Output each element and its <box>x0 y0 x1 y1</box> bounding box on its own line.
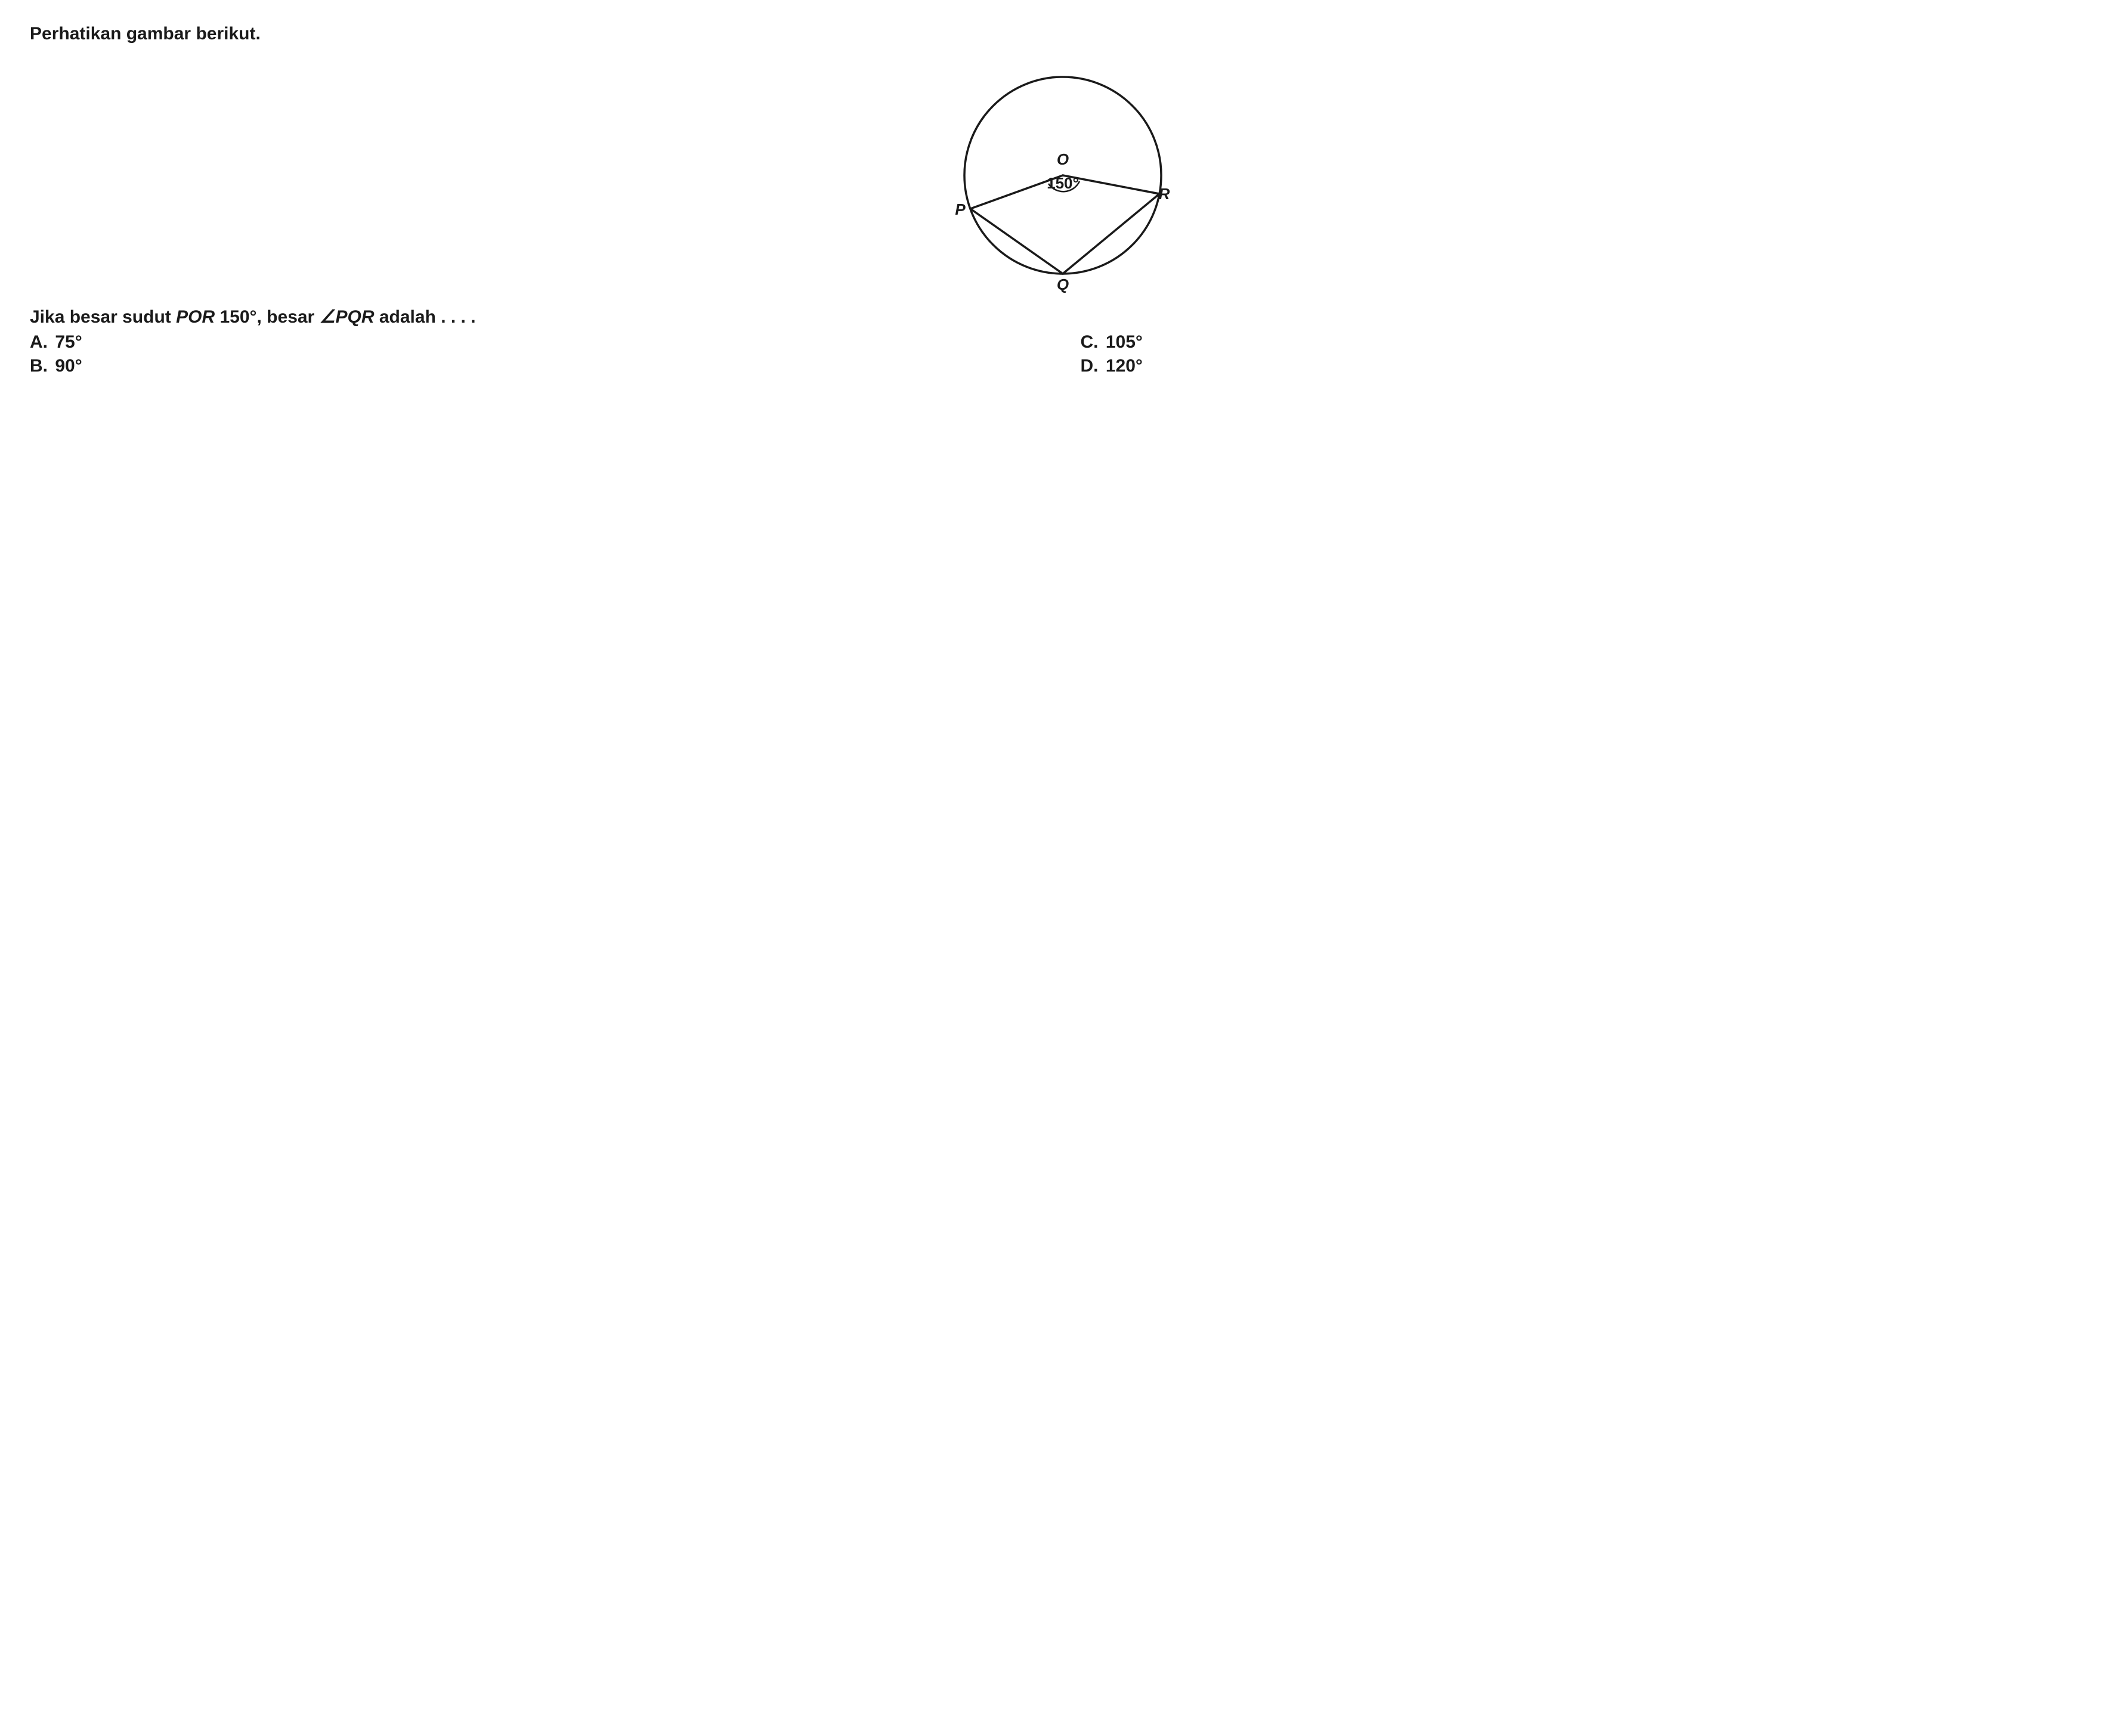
svg-text:O: O <box>1056 150 1068 168</box>
question-intro: Perhatikan gambar berikut. <box>30 24 2095 44</box>
option-a-label: A. <box>30 332 50 352</box>
option-c-value: 105° <box>1106 332 1143 352</box>
svg-text:R: R <box>1158 185 1170 203</box>
option-b-label: B. <box>30 356 50 376</box>
line2-angle: ∠PQR <box>320 307 375 327</box>
option-b: B. 90° <box>30 356 1045 376</box>
line2-suffix: adalah . . . . <box>374 307 475 327</box>
svg-text:150°: 150° <box>1047 174 1079 192</box>
option-c-label: C. <box>1081 332 1101 352</box>
option-d-label: D. <box>1081 356 1101 376</box>
svg-text:Q: Q <box>1056 276 1068 293</box>
svg-text:P: P <box>955 200 966 218</box>
option-a-value: 75° <box>55 332 82 352</box>
line2-prefix: Jika besar sudut <box>30 307 176 327</box>
option-d: D. 120° <box>1081 356 2096 376</box>
diagram-container: O 150° P R Q <box>30 56 2095 295</box>
line2-mid: 150°, besar <box>215 307 319 327</box>
options-grid: A. 75° C. 105° B. 90° D. 120° <box>30 332 2095 376</box>
line2-por: POR <box>176 307 215 327</box>
option-a: A. 75° <box>30 332 1045 352</box>
option-d-value: 120° <box>1106 356 1143 376</box>
question-line2: Jika besar sudut POR 150°, besar ∠PQR ad… <box>30 307 2095 327</box>
option-c: C. 105° <box>1081 332 2096 352</box>
option-b-value: 90° <box>55 356 82 376</box>
circle-diagram: O 150° P R Q <box>944 56 1182 295</box>
